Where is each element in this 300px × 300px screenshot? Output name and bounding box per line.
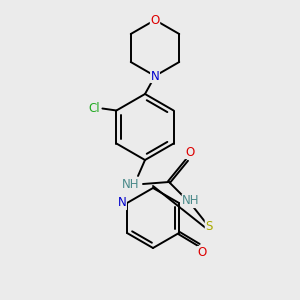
Text: S: S <box>205 220 213 232</box>
Text: O: O <box>150 14 160 26</box>
Text: Cl: Cl <box>88 102 100 115</box>
Text: N: N <box>118 196 126 209</box>
Text: NH: NH <box>122 178 140 190</box>
Text: O: O <box>197 247 207 260</box>
Text: NH: NH <box>182 194 200 208</box>
Text: N: N <box>151 70 159 83</box>
Text: O: O <box>185 146 195 158</box>
